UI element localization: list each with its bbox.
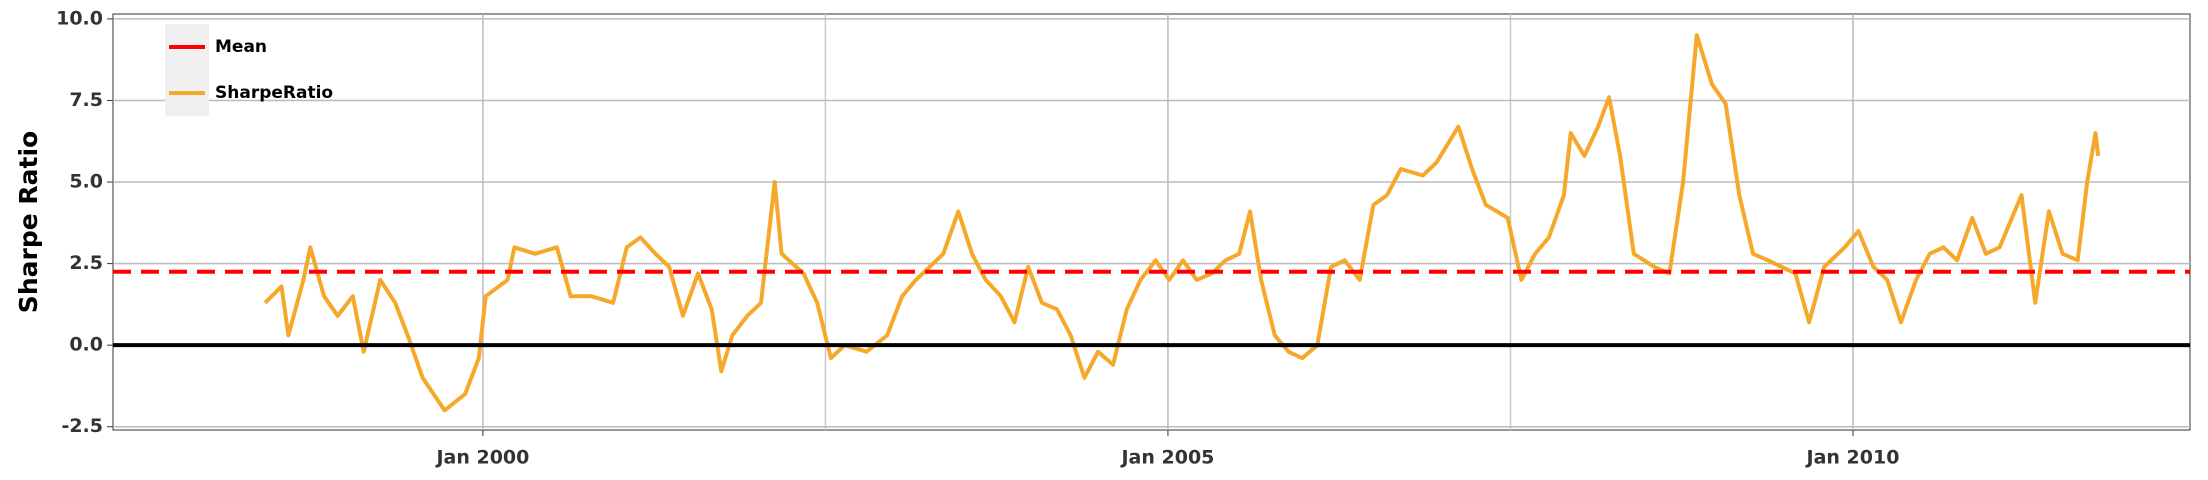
plot-background (112, 13, 2191, 431)
y-tick-label: 10.0 (56, 7, 103, 29)
y-tick-label: -2.5 (61, 415, 103, 437)
legend-key-background (165, 24, 209, 116)
x-tick-label: Jan 2010 (1805, 447, 1900, 469)
y-tick-label: 0.0 (69, 334, 103, 356)
legend-label: SharpeRatio (215, 83, 333, 103)
x-tick-label: Jan 2000 (434, 447, 529, 469)
legend-label: Mean (215, 37, 267, 57)
y-axis-label: Sharpe Ratio (14, 131, 43, 313)
x-tick-label: Jan 2005 (1119, 447, 1214, 469)
y-tick-label: 5.0 (69, 171, 103, 193)
y-tick-label: 2.5 (69, 252, 103, 274)
line-series (263, 33, 2101, 413)
y-tick-label: 7.5 (69, 89, 103, 111)
